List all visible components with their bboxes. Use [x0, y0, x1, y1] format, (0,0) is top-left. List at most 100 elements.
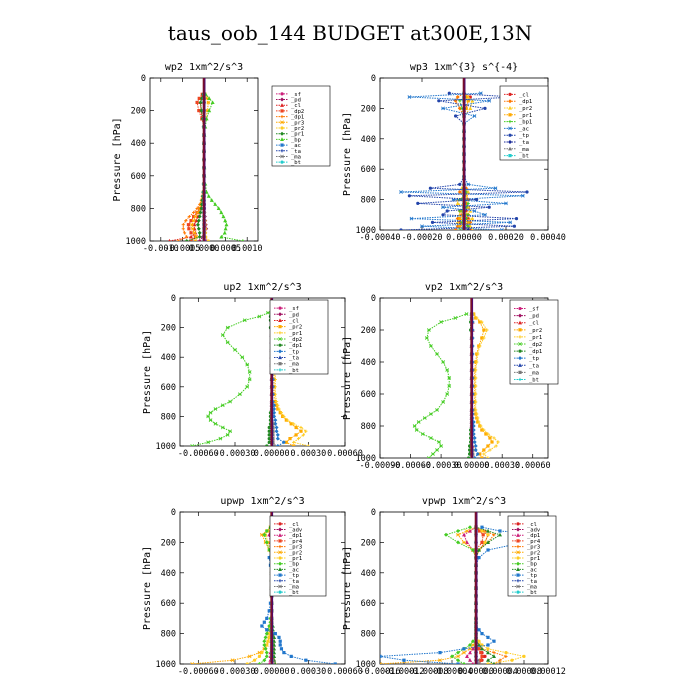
series-pr1-point-7 — [482, 428, 486, 432]
legend-box — [269, 299, 329, 375]
legend-label: _dp2 — [289, 337, 302, 343]
legend-label: _pr4 — [527, 539, 541, 545]
legend-marker-point-0 — [280, 149, 284, 153]
series-dp2-point-13 — [238, 392, 242, 397]
legend-label: _ta — [527, 579, 537, 585]
legend-marker-point-0 — [516, 527, 520, 532]
legend-entry-ta: _ta — [504, 140, 529, 146]
series-tp-point-3 — [282, 651, 286, 655]
series-dp2-point-4 — [186, 223, 191, 227]
series-tp-point-22 — [483, 106, 487, 110]
series-dp2-point-14 — [445, 392, 450, 396]
x-tick-label: 0.00000 — [446, 233, 482, 243]
series-ac-point-1 — [486, 658, 490, 662]
x-tick-label: -0.00012 — [384, 667, 425, 677]
series-dp2 — [190, 310, 270, 446]
series-dp2-point-21 — [220, 333, 225, 337]
series-ac-point-5 — [472, 209, 477, 213]
series-pr1 — [472, 312, 500, 458]
series-dp2-point-10 — [213, 407, 218, 411]
series-dp2-point-5 — [220, 425, 225, 430]
legend-marker-point-0 — [278, 318, 282, 323]
legend-label: _pd — [529, 314, 539, 320]
series-dp1-point-0 — [466, 456, 471, 458]
series-bp-point-6 — [262, 639, 267, 644]
series-pr3-point-3 — [190, 226, 195, 231]
series-pr2-point-0 — [206, 239, 210, 241]
series-cl-point-1 — [189, 234, 194, 239]
series-tp-point-9 — [407, 194, 411, 198]
series-dp1-point-0 — [471, 661, 475, 664]
series-pr3-point-23 — [492, 533, 496, 537]
series-tp-point-12 — [265, 616, 269, 620]
series-dp1-point-5 — [184, 219, 188, 223]
legend-label: _adv — [289, 528, 303, 534]
y-tick-label: 0 — [371, 294, 376, 304]
series-tp-point-23 — [437, 99, 441, 103]
series-dp2-point-19 — [435, 352, 439, 356]
legend-label: _cl — [527, 522, 537, 528]
series-pr1-point-12 — [274, 400, 279, 404]
series-pr1-point-4 — [195, 222, 200, 227]
legend-entry-pr1: _pr1 — [512, 556, 540, 562]
legend-entry-pr3: _pr3 — [512, 545, 540, 551]
legend-label: _dp1 — [291, 115, 304, 121]
x-tick-label: -0.00030 — [215, 667, 256, 677]
series-pr2-point-10 — [466, 189, 471, 194]
legend-entry-ta: _ta — [512, 579, 537, 585]
x-tick-label: -0.00060 — [178, 449, 219, 459]
legend-entry-pr2: _pr2 — [514, 328, 542, 334]
series-pr2-point-0 — [190, 662, 195, 664]
series-pr1-point-23 — [480, 320, 484, 324]
y-tick-label: 400 — [131, 139, 146, 149]
series-pr3-point-1 — [498, 658, 502, 662]
legend-entry-bt: _bt — [274, 368, 299, 374]
legend-marker-point-0 — [516, 584, 520, 589]
y-tick-label: 800 — [361, 630, 376, 640]
series-dp1-point-6 — [187, 214, 191, 219]
y-axis-label: Pressure [hPa] — [142, 330, 153, 414]
series-ac-point-6 — [441, 205, 445, 210]
series-bp-point-1 — [456, 658, 460, 663]
series-bp-point-4 — [224, 222, 229, 227]
series-dp2-point-2 — [218, 436, 223, 441]
series-tp-point-25 — [480, 525, 484, 529]
series-pr2-point-23 — [456, 532, 460, 537]
series-dp1-point-0 — [268, 661, 271, 664]
series-pr4-point-24 — [478, 529, 482, 533]
series-pr1-point-1 — [292, 440, 296, 444]
series-dp2-point-4 — [437, 440, 441, 444]
y-tick-label: 400 — [361, 135, 376, 145]
legend-marker-point-0 — [278, 561, 282, 566]
series-tp-point-0 — [275, 444, 280, 446]
x-tick-label: -0.00060 — [390, 461, 431, 471]
panel-5: upwp 1xm^2/s^3 Pressure [hPa] 0 200 400 600 80… — [142, 496, 363, 677]
x-tick-label: 0.00040 — [530, 233, 566, 243]
series-pr1-point-0 — [486, 662, 490, 664]
legend-label: _ac — [527, 567, 537, 573]
series-ac-point-12 — [466, 182, 471, 187]
y-tick-label: 600 — [361, 599, 376, 609]
series-pr1-point-4 — [464, 213, 468, 217]
legend-entry-bt: _bt — [504, 154, 529, 160]
series-tp-point-5 — [278, 643, 282, 647]
series-bp-point-0 — [257, 662, 262, 664]
legend-label: _ac — [519, 126, 529, 132]
series-tp-point-8 — [273, 632, 277, 636]
series-tp-point-10 — [260, 624, 264, 628]
series-dp2-point-3 — [187, 227, 191, 231]
series-pr2-point-1 — [438, 658, 442, 663]
y-tick-label: 0 — [171, 508, 176, 518]
legend-entry-sf: _sf — [276, 92, 301, 98]
y-tick-label: 400 — [361, 358, 376, 368]
legend-entry-ac: _ac — [276, 143, 301, 149]
panel-title: vpwp 1xm^2/s^3 — [422, 496, 506, 507]
legend-marker-point-0 — [508, 133, 512, 137]
legend-entry-bt: _bt — [512, 590, 537, 596]
series-ac-point-4 — [480, 646, 484, 651]
series-tp-point-0 — [456, 662, 460, 664]
x-tick-label: -0.00060 — [178, 667, 219, 677]
panel-3: up2 1xm^2/s^3 Pressure [hPa] 0 200 400 600 800… — [142, 282, 363, 459]
series-tp-point-5 — [445, 209, 449, 213]
series-bp-point-3 — [223, 226, 228, 231]
